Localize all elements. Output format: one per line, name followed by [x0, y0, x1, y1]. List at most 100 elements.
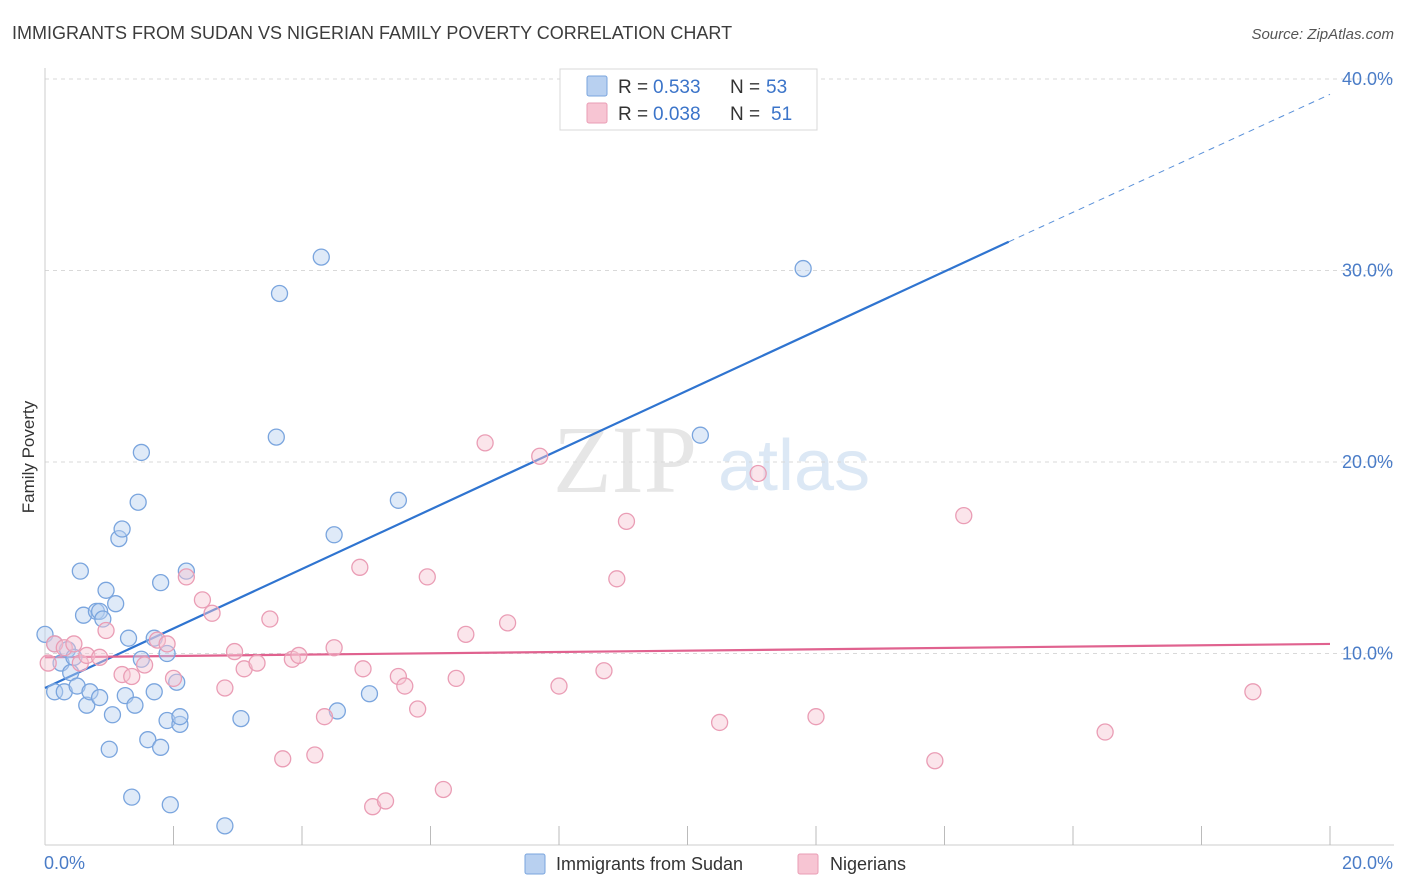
trend-line-sudan-extension	[1008, 93, 1331, 243]
point-nigerians-31	[376, 792, 395, 810]
point-nigerians-34	[408, 700, 427, 718]
source-label: Source: ZipAtlas.com	[1251, 26, 1394, 43]
point-nigerians-48	[926, 752, 944, 770]
x-tick-label-1: 20.0%	[1342, 853, 1393, 873]
point-nigerians-13	[164, 669, 183, 688]
point-nigerians-22	[274, 750, 292, 768]
bottom-legend-swatch-sudan	[524, 853, 546, 875]
point-sudan-39	[171, 708, 189, 726]
point-nigerians-20	[248, 654, 266, 672]
point-nigerians-6	[90, 648, 109, 666]
point-nigerians-16	[203, 604, 221, 622]
point-nigerians-1	[45, 635, 64, 653]
point-nigerians-51	[1244, 683, 1262, 701]
point-nigerians-29	[354, 660, 372, 678]
legend-swatch-sudan	[586, 75, 608, 97]
legend-r-label-nigerians: R =	[618, 104, 648, 125]
trend-lines	[44, 93, 1331, 689]
point-nigerians-10	[135, 656, 154, 674]
y-axis-label: Family Poverty	[19, 400, 38, 513]
point-sudan-45	[312, 248, 330, 266]
point-sudan-40	[177, 562, 196, 580]
point-nigerians-12	[158, 635, 176, 653]
point-nigerians-42	[550, 677, 568, 695]
legend-n-value-nigerians: 51	[771, 104, 792, 125]
point-nigerians-26	[315, 708, 334, 726]
point-sudan-32	[151, 738, 170, 756]
point-nigerians-47	[807, 708, 825, 726]
point-nigerians-45	[710, 713, 729, 732]
point-sudan-10	[74, 606, 93, 624]
grid-lines	[45, 78, 1394, 654]
point-sudan-44	[270, 284, 289, 303]
point-sudan-51	[794, 259, 812, 278]
point-sudan-9	[71, 562, 89, 580]
point-nigerians-27	[325, 639, 343, 657]
point-sudan-29	[139, 731, 157, 749]
point-sudan-12	[81, 683, 99, 701]
point-nigerians-32	[389, 667, 408, 686]
point-nigerians-24	[290, 646, 308, 665]
point-nigerians-3	[65, 635, 83, 653]
bottom-legend-swatch-nigerians	[797, 853, 819, 875]
point-nigerians-33	[396, 677, 414, 695]
point-sudan-36	[161, 796, 179, 814]
point-sudan-28	[132, 443, 151, 462]
point-nigerians-44	[617, 512, 636, 531]
point-sudan-27	[129, 493, 147, 511]
y-tick-label-2: 30.0%	[1342, 261, 1393, 281]
point-nigerians-41	[531, 447, 549, 465]
point-nigerians-39	[476, 434, 494, 452]
point-sudan-26	[126, 696, 144, 714]
point-sudan-49	[389, 491, 408, 509]
legend-r-label-sudan: R =	[618, 77, 648, 98]
point-nigerians-35	[418, 568, 436, 586]
bottom-legend: Immigrants from Sudan Nigerians	[524, 853, 906, 875]
point-nigerians-40	[498, 614, 517, 632]
point-sudan-2	[45, 683, 64, 701]
point-sudan-42	[232, 709, 250, 728]
watermark-atlas: atlas	[718, 426, 870, 506]
point-nigerians-17	[216, 679, 234, 697]
point-sudan-30	[145, 683, 163, 701]
y-tick-label-1: 20.0%	[1342, 452, 1393, 472]
point-nigerians-38	[457, 625, 475, 643]
point-sudan-43	[267, 428, 285, 446]
point-sudan-35	[158, 711, 176, 730]
data-points	[36, 248, 1262, 835]
point-nigerians-37	[447, 669, 465, 688]
point-sudan-22	[113, 520, 131, 538]
point-nigerians-0	[39, 654, 57, 672]
point-sudan-18	[100, 740, 118, 758]
legend-swatch-nigerians	[586, 102, 608, 124]
point-sudan-50	[691, 426, 709, 444]
watermark: ZIP atlas	[553, 406, 870, 513]
point-nigerians-50	[1096, 723, 1114, 741]
point-nigerians-9	[123, 667, 141, 686]
bottom-legend-label-nigerians: Nigerians	[830, 854, 906, 874]
point-sudan-11	[78, 696, 96, 714]
point-nigerians-14	[177, 568, 196, 586]
point-sudan-25	[123, 788, 141, 806]
point-sudan-21	[110, 529, 128, 548]
legend-n-label-sudan: N =	[730, 77, 760, 98]
point-nigerians-5	[78, 646, 96, 665]
point-nigerians-2	[55, 639, 73, 657]
point-sudan-48	[360, 685, 379, 703]
point-sudan-46	[325, 526, 343, 544]
point-sudan-24	[119, 629, 138, 647]
point-sudan-14	[90, 688, 109, 707]
point-nigerians-52	[595, 662, 613, 680]
point-nigerians-7	[97, 621, 115, 640]
axes: 10.0% 20.0% 30.0% 40.0% 0.0% 20.0%	[44, 68, 1394, 873]
point-nigerians-25	[306, 746, 324, 764]
point-nigerians-15	[193, 591, 212, 609]
point-nigerians-46	[749, 464, 767, 483]
legend-n-label-nigerians: N =	[730, 104, 760, 125]
point-sudan-19	[103, 706, 122, 724]
point-sudan-17	[97, 581, 115, 599]
point-nigerians-28	[351, 558, 369, 576]
legend-r-value-nigerians: 0.038	[653, 104, 701, 125]
trend-line-sudan	[44, 240, 1010, 689]
